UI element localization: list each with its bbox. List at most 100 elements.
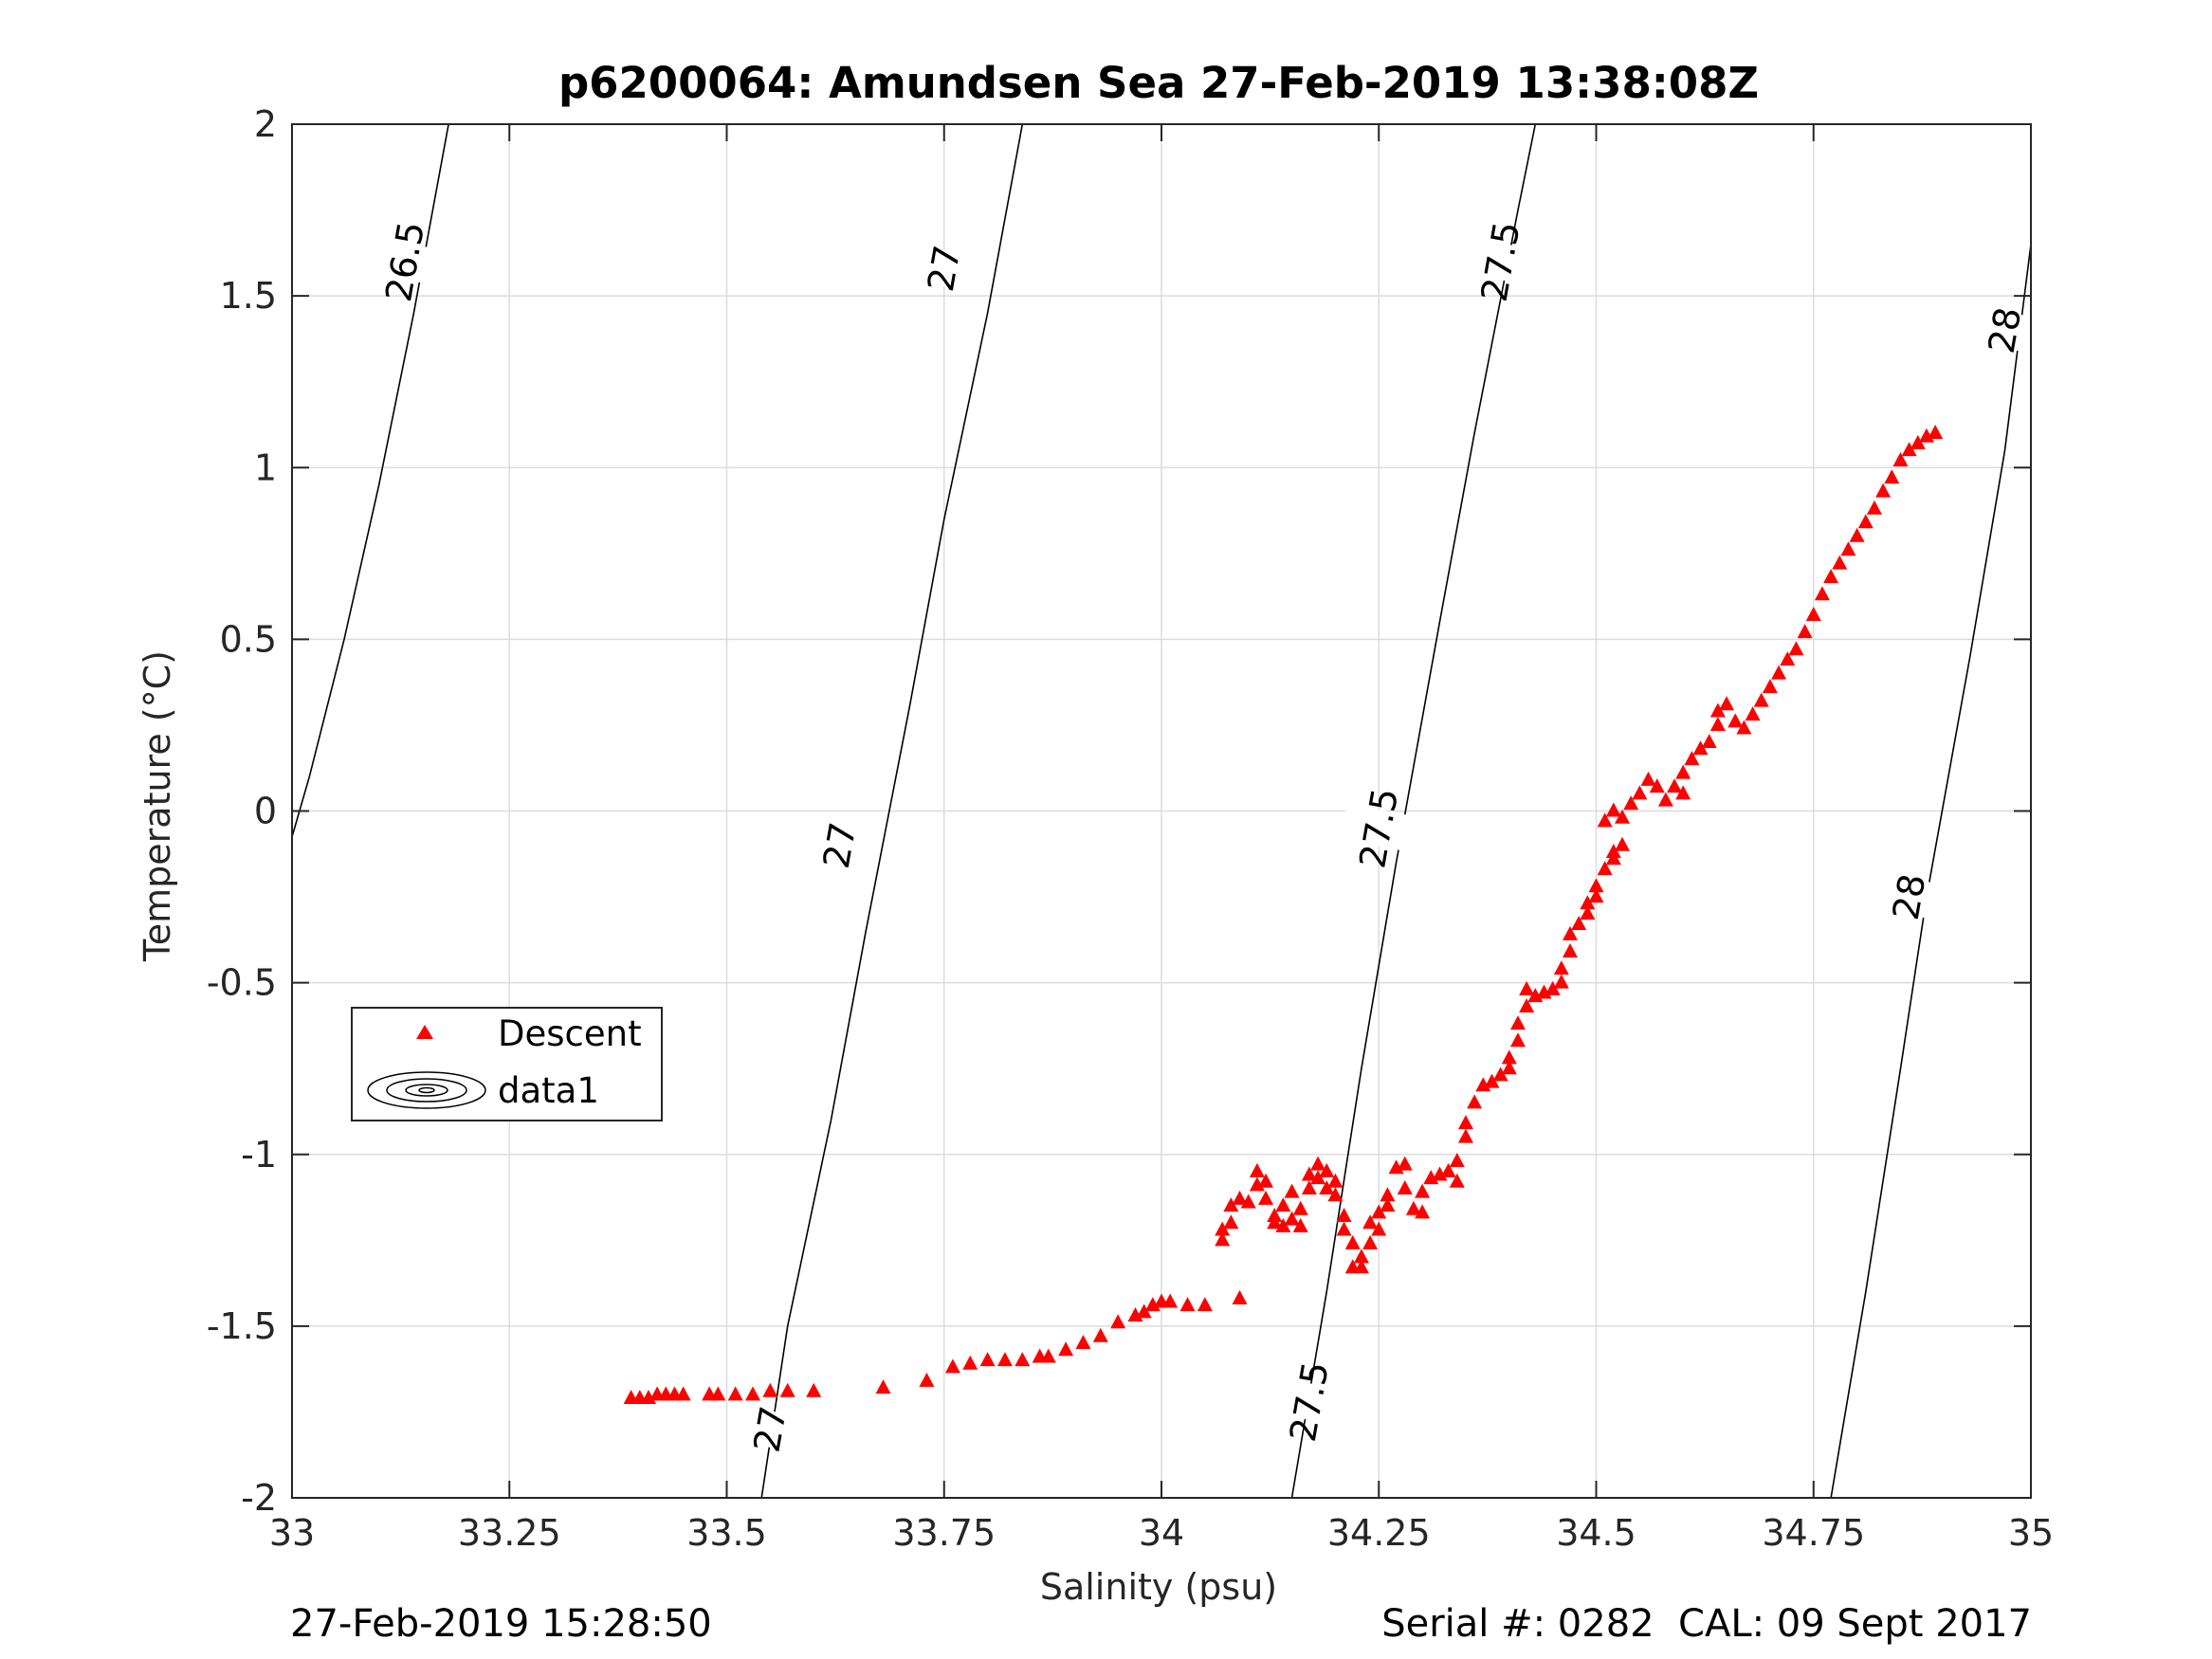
data-point [1223,1197,1239,1212]
contour-label: 27 [745,1403,795,1455]
data-point [1336,1221,1352,1236]
contour-label: 27.5 [1351,785,1406,871]
data-point [1615,836,1631,851]
data-point [1362,1214,1379,1230]
data-point [1353,1249,1369,1264]
y-tick-label: 0.5 [220,618,277,660]
data-point [1657,792,1673,807]
y-tick-label: -0.5 [207,962,277,1004]
data-point [1605,843,1621,858]
data-point [1310,1170,1326,1185]
data-point [1553,974,1569,989]
data-point [1267,1214,1283,1230]
data-point [962,1355,978,1370]
data-point [1736,720,1752,735]
data-point [1588,888,1604,903]
data-point [779,1382,795,1397]
data-point [1623,795,1639,811]
data-point [1684,751,1700,766]
data-point [1562,943,1578,958]
x-tick-label: 33.75 [892,1512,996,1554]
legend-label-data1: data1 [498,1070,599,1111]
y-axis-label: Temperature (°C) [137,650,178,962]
data-point [1405,1200,1421,1215]
data-point [1457,1115,1473,1130]
data-point [1075,1334,1091,1349]
contour-label-bg [731,1405,810,1453]
contour-label: 27.5 [1473,218,1528,304]
contour-label: 27 [815,819,865,871]
data-point [1649,778,1665,793]
y-tick-label: 2 [254,103,277,145]
data-point [1371,1204,1387,1219]
data-point [1258,1190,1274,1205]
data-point [1292,1217,1308,1232]
density-contour-27 [760,124,1024,1498]
legend-label-descent: Descent [498,1013,642,1054]
data-point [1840,541,1856,556]
data-point [996,1352,1013,1367]
data-point [979,1352,996,1367]
y-tick-label: -1 [241,1134,277,1176]
data-point [1805,607,1821,622]
data-point [1545,980,1561,995]
data-point [1580,895,1596,910]
data-point [1440,1162,1456,1177]
data-point [1892,452,1909,467]
data-point [1449,1152,1465,1167]
data-point [1753,692,1769,707]
data-point [1449,1173,1465,1188]
data-point [1597,861,1613,876]
data-point [1336,1207,1352,1222]
data-point [1415,1183,1431,1198]
data-point [1284,1211,1300,1226]
data-point [1162,1293,1179,1308]
data-point [745,1386,761,1401]
contour-label: 28 [1981,304,2030,356]
data-point [1223,1214,1239,1230]
data-point [1910,434,1926,449]
data-point [1301,1179,1317,1194]
data-point [1232,1289,1248,1304]
data-point [1310,1156,1326,1171]
contour-label-bg [800,821,879,870]
data-point [1571,916,1587,931]
data-point [1788,641,1804,656]
data-point [1275,1217,1291,1232]
legend-contour-icon [367,1071,486,1109]
data-point [1832,555,1848,570]
data-point [1866,500,1882,515]
contour-label-bg [905,244,983,293]
data-point [1058,1341,1074,1357]
data-point [1875,483,1892,498]
data-point [1709,716,1726,731]
y-tick-label: 0 [254,791,277,832]
data-point [1728,713,1744,728]
data-point [1597,812,1613,828]
data-point [1675,785,1691,800]
data-point [1509,1032,1526,1048]
data-point [1215,1231,1231,1247]
data-point [1615,809,1631,824]
data-point [1040,1348,1056,1363]
data-point [1301,1166,1317,1181]
data-point [1362,1234,1379,1249]
data-point [1692,740,1709,756]
data-point [1553,960,1569,975]
data-point [1179,1297,1196,1312]
data-point [1588,878,1604,893]
data-point [1258,1173,1274,1188]
data-point [1232,1190,1248,1205]
x-tick-label: 35 [2008,1512,2054,1554]
data-point [1519,980,1535,995]
contour-label: 28 [1885,870,1934,922]
y-tick-label: 1 [254,447,277,488]
data-point [1492,1066,1508,1082]
chart-title: p6200064: Amundsen Sea 27-Feb-2019 13:38… [558,58,1759,108]
x-axis-label: Salinity (psu) [1040,1566,1277,1608]
data-point [1092,1327,1108,1342]
data-point [1745,706,1761,721]
data-point [1344,1234,1361,1249]
data-point [1327,1187,1344,1202]
data-point [1667,778,1683,793]
